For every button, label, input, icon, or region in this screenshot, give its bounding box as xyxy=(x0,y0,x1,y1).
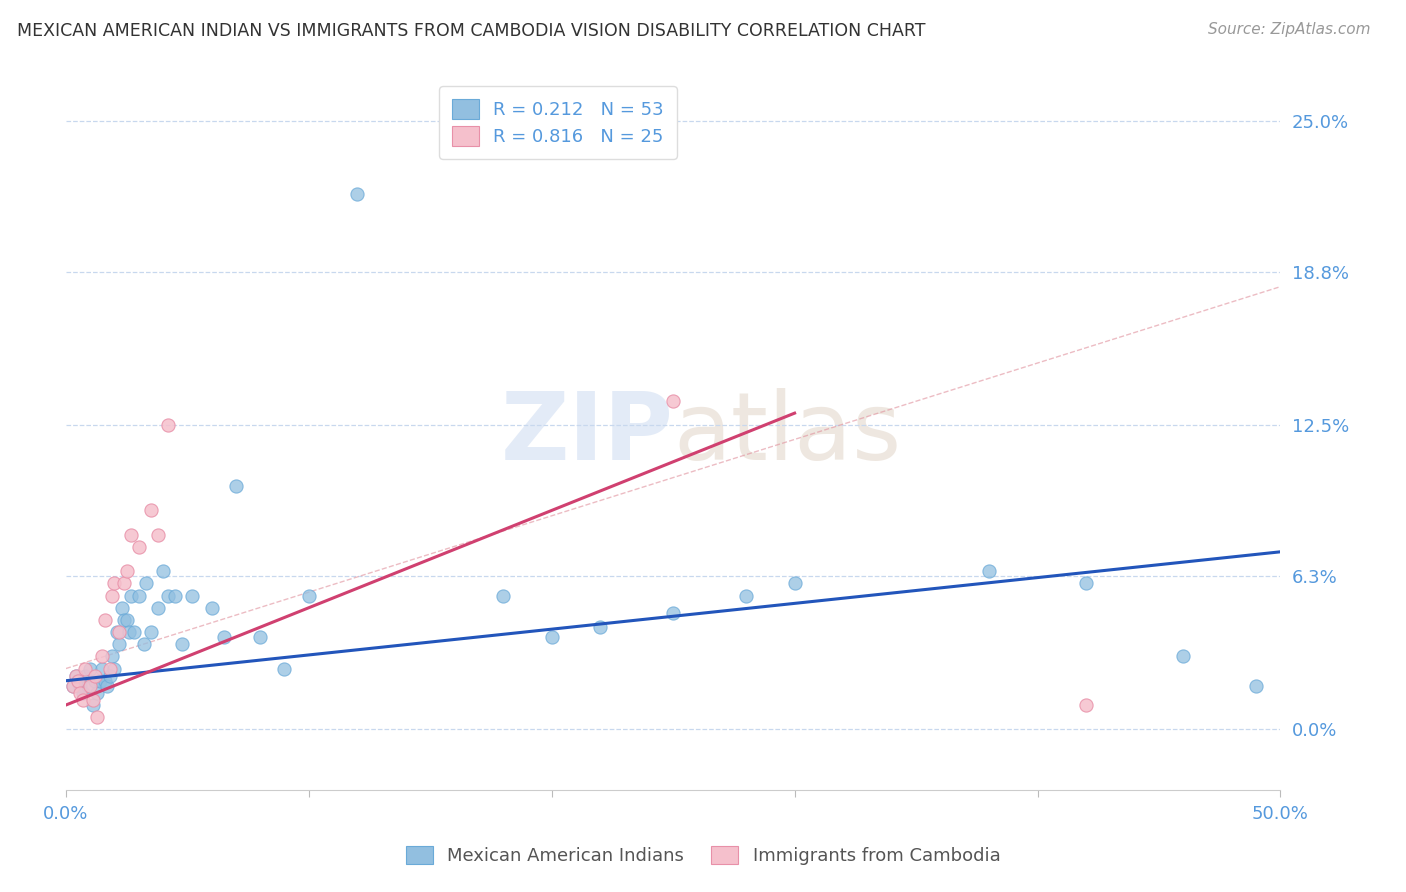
Point xyxy=(200,600,222,615)
Point xyxy=(118,625,141,640)
Point xyxy=(662,394,685,409)
Point xyxy=(62,679,84,693)
Point xyxy=(101,589,124,603)
Point xyxy=(120,589,142,603)
Point xyxy=(662,606,685,620)
Point xyxy=(84,673,107,688)
Point xyxy=(212,630,235,644)
Point xyxy=(783,576,806,591)
Point xyxy=(112,576,135,591)
Point xyxy=(101,649,124,664)
Text: ZIP: ZIP xyxy=(501,388,673,480)
Point xyxy=(120,528,142,542)
Point xyxy=(298,589,321,603)
Text: MEXICAN AMERICAN INDIAN VS IMMIGRANTS FROM CAMBODIA VISION DISABILITY CORRELATIO: MEXICAN AMERICAN INDIAN VS IMMIGRANTS FR… xyxy=(17,22,925,40)
Point xyxy=(79,679,101,693)
Point xyxy=(249,630,271,644)
Point xyxy=(108,625,131,640)
Point xyxy=(108,637,131,651)
Point xyxy=(128,589,150,603)
Point xyxy=(105,625,128,640)
Point xyxy=(89,673,111,688)
Point xyxy=(93,673,115,688)
Point xyxy=(103,662,125,676)
Point xyxy=(135,576,157,591)
Point xyxy=(1074,698,1097,712)
Point xyxy=(72,693,94,707)
Point xyxy=(735,589,758,603)
Point xyxy=(69,686,91,700)
Point xyxy=(86,710,108,724)
Point xyxy=(156,589,179,603)
Point xyxy=(65,669,87,683)
Point xyxy=(82,698,104,712)
Point xyxy=(69,679,91,693)
Point xyxy=(225,479,247,493)
Point xyxy=(977,564,1000,578)
Point xyxy=(146,528,169,542)
Legend: Mexican American Indians, Immigrants from Cambodia: Mexican American Indians, Immigrants fro… xyxy=(396,837,1010,874)
Point xyxy=(86,686,108,700)
Point xyxy=(96,679,118,693)
Point xyxy=(346,187,368,202)
Point xyxy=(111,600,134,615)
Point xyxy=(115,613,138,627)
Point xyxy=(165,589,187,603)
Point xyxy=(122,625,145,640)
Point xyxy=(112,613,135,627)
Point xyxy=(82,693,104,707)
Point xyxy=(146,600,169,615)
Point xyxy=(273,662,295,676)
Point xyxy=(75,662,97,676)
Point xyxy=(72,686,94,700)
Point xyxy=(91,662,114,676)
Point xyxy=(128,540,150,554)
Point xyxy=(84,669,107,683)
Point xyxy=(1173,649,1195,664)
Point xyxy=(76,679,98,693)
Point xyxy=(139,503,162,517)
Point xyxy=(65,669,87,683)
Point xyxy=(115,564,138,578)
Point xyxy=(79,662,101,676)
Point xyxy=(91,649,114,664)
Point xyxy=(66,673,89,688)
Point xyxy=(589,620,612,634)
Point xyxy=(172,637,194,651)
Point xyxy=(152,564,174,578)
Point xyxy=(103,576,125,591)
Text: atlas: atlas xyxy=(673,388,901,480)
Point xyxy=(1074,576,1097,591)
Legend: R = 0.212   N = 53, R = 0.816   N = 25: R = 0.212 N = 53, R = 0.816 N = 25 xyxy=(439,87,676,159)
Point xyxy=(540,630,562,644)
Point xyxy=(181,589,204,603)
Point xyxy=(156,418,179,433)
Point xyxy=(1244,679,1267,693)
Point xyxy=(62,679,84,693)
Point xyxy=(139,625,162,640)
Point xyxy=(66,673,89,688)
Point xyxy=(75,669,97,683)
Point xyxy=(132,637,155,651)
Point xyxy=(492,589,515,603)
Text: Source: ZipAtlas.com: Source: ZipAtlas.com xyxy=(1208,22,1371,37)
Point xyxy=(98,669,121,683)
Point xyxy=(98,662,121,676)
Point xyxy=(93,613,115,627)
